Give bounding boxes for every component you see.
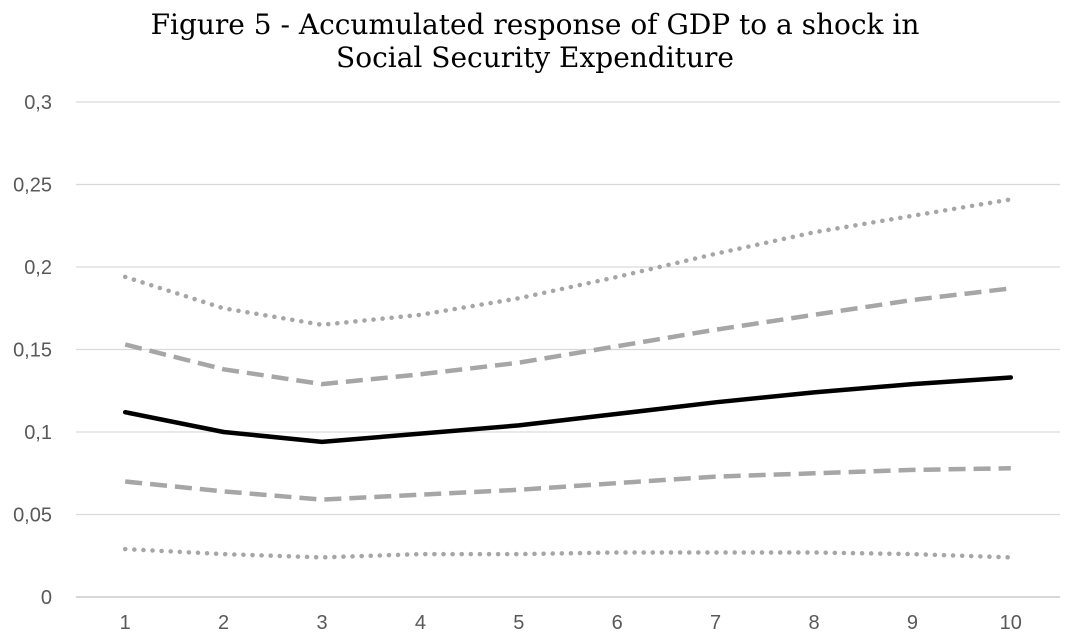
series-line-dotted-1 [122,197,1014,328]
series-line-solid-3 [122,375,1014,445]
x-tick-label: 4 [415,612,426,634]
y-tick-label: 0,05 [13,505,52,527]
x-tick-label: 2 [218,612,229,634]
x-tick-label: 9 [907,612,918,634]
x-tick-label: 8 [808,612,819,634]
chart-title: Figure 5 - Accumulated response of GDP t… [0,8,1070,74]
series-line-dashed-2 [124,286,1012,387]
x-tick-label: 6 [612,612,623,634]
x-tick-label: 3 [316,612,327,634]
gridlines [76,101,1060,598]
x-tick-label: 1 [120,612,131,634]
series-lines [122,197,1014,560]
series-line-dashed-4 [124,466,1011,502]
chart-title-line-1: Figure 5 - Accumulated response of GDP t… [150,8,920,41]
x-tick-label: 10 [1000,612,1022,634]
y-tick-label: 0,2 [24,257,52,279]
y-tick-label: 0,15 [13,340,52,362]
chart-title-line-2: Social Security Expenditure [336,41,734,74]
y-tick-label: 0,25 [13,175,52,197]
y-tick-label: 0,3 [24,92,52,114]
x-tick-label: 5 [513,612,524,634]
series-line-dotted-5 [122,546,1014,560]
x-axis-tick-labels: 1 2 3 4 5 6 7 8 9 10 [120,612,1022,634]
y-axis-tick-labels: 0 0,05 0,1 0,15 0,2 0,25 0,3 [13,92,52,609]
y-tick-label: 0,1 [24,422,52,444]
x-tick-label: 7 [710,612,721,634]
y-tick-label: 0 [41,587,52,609]
